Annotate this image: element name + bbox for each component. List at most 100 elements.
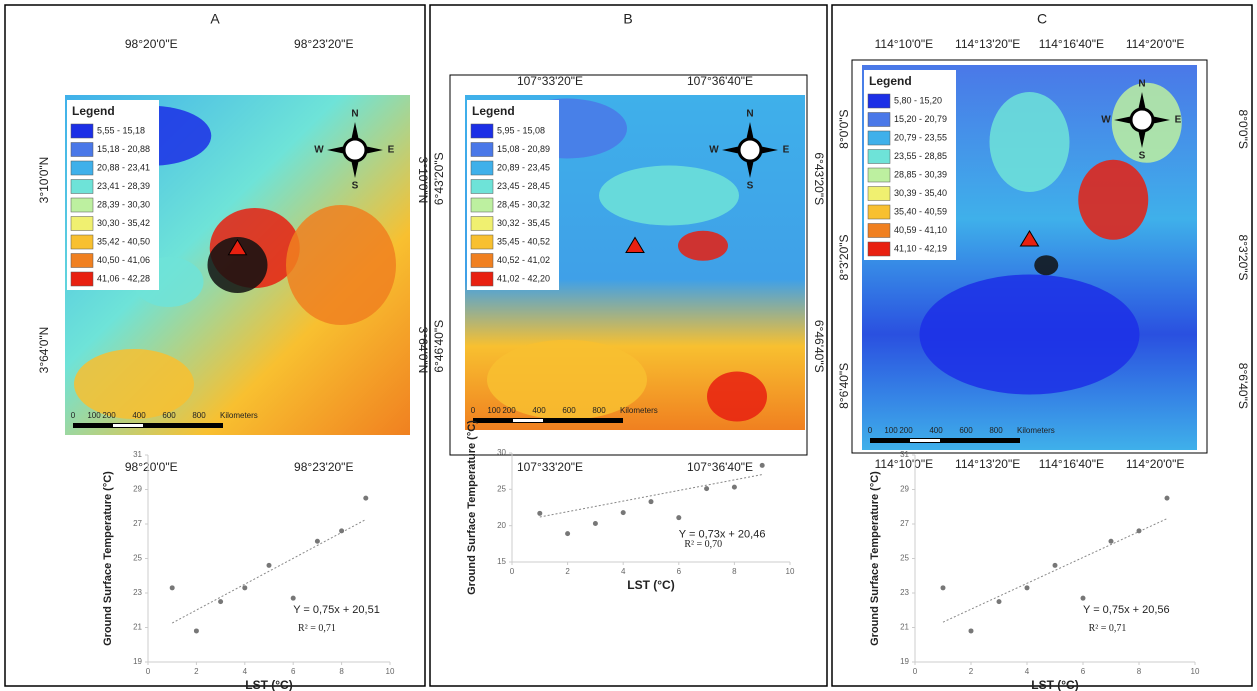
x-tick-label: 2 [565, 567, 570, 576]
point [290, 595, 296, 601]
legend-swatch [867, 130, 891, 146]
panel-letter: C [1037, 11, 1047, 27]
y-tick-label: 29 [900, 485, 909, 494]
map-coordinate: 98°20'0"E [125, 460, 178, 474]
x-axis-label: LST (°C) [1031, 678, 1078, 691]
y-tick-label: 27 [133, 519, 142, 528]
legend-label: 30,32 - 35,45 [497, 218, 550, 228]
legend-swatch [70, 234, 94, 250]
scale-label: 600 [162, 411, 176, 420]
map-frame [449, 74, 808, 456]
x-tick-label: 10 [386, 667, 395, 676]
x-tick-label: 10 [1191, 667, 1200, 676]
trendline [171, 519, 367, 624]
map-coordinate: 8°6'40"S [1236, 363, 1250, 409]
scale-label: 800 [592, 406, 606, 415]
panel-frame [429, 4, 828, 687]
scale-label: 100 [487, 406, 501, 415]
legend-label: 23,55 - 28,85 [894, 151, 947, 161]
scale-label: 100 [87, 411, 101, 420]
compass-letter: E [388, 145, 395, 156]
legend-label: 35,42 - 40,50 [97, 236, 150, 246]
x-tick-label: 6 [677, 567, 682, 576]
map-coordinate: 3°64'0"N [37, 327, 51, 374]
x-tick-label: 4 [243, 667, 248, 676]
legend-swatch [867, 223, 891, 238]
map-region [286, 205, 396, 325]
compass-letter: S [1139, 151, 1146, 162]
point [620, 510, 626, 516]
legend-label: 35,40 - 40,59 [894, 206, 947, 216]
legend-label: 35,45 - 40,52 [497, 236, 550, 246]
x-tick-label: 0 [913, 667, 918, 676]
scale-label: 400 [929, 426, 943, 435]
legend-label: 30,39 - 35,40 [894, 188, 947, 198]
scale-bar [870, 438, 1020, 443]
trendline-equation: Y = 0,75x + 20,56 [1083, 604, 1170, 616]
y-tick-label: 19 [133, 657, 142, 666]
map-coordinate: 114°16'40"E [1039, 37, 1104, 51]
point [996, 599, 1002, 605]
scale-label: 800 [192, 411, 206, 420]
map-region [599, 165, 739, 226]
legend-swatch [70, 160, 94, 176]
legend-swatch [470, 142, 494, 157]
map-coordinate: 3°64'0"N [416, 327, 430, 374]
scale-label: Kilometers [1017, 426, 1055, 435]
point [266, 562, 272, 568]
legend-label: 23,41 - 28,39 [97, 181, 150, 191]
volcano-marker [625, 236, 645, 253]
legend-swatch [470, 216, 494, 231]
scale-label: 200 [899, 426, 913, 435]
x-tick-label: 0 [146, 667, 151, 676]
legend-swatch [470, 123, 494, 139]
legend-label: 28,39 - 30,30 [97, 199, 150, 209]
legend-swatch [867, 112, 891, 127]
map-coordinate: 3°10'0"N [416, 157, 430, 204]
scale-bar [73, 423, 223, 428]
x-tick-label: 2 [194, 667, 199, 676]
legend-swatch [70, 271, 94, 287]
point [704, 486, 710, 492]
compass [737, 137, 763, 163]
legend-swatch [70, 197, 94, 213]
x-axis-label: LST (°C) [627, 578, 674, 592]
y-tick-label: 25 [133, 554, 142, 563]
point [218, 599, 224, 605]
legend-label: 41,02 - 42,20 [497, 273, 550, 283]
scale-label: 400 [132, 411, 146, 420]
compass-letter: E [783, 145, 790, 156]
map-region [989, 92, 1070, 192]
map-coordinate: 107°33'20"E [517, 460, 583, 474]
legend-label: 15,18 - 20,88 [97, 144, 150, 154]
legend-label: 41,10 - 42,19 [894, 243, 947, 253]
legend-label: 30,30 - 35,42 [97, 218, 150, 228]
x-axis-label: LST (°C) [245, 678, 292, 691]
point [1164, 495, 1170, 501]
map-coordinate: 8°0'0"S [1236, 109, 1250, 148]
trendline-equation: Y = 0,75x + 20,51 [293, 604, 380, 616]
trendline [942, 518, 1168, 623]
legend-swatch [867, 93, 891, 109]
x-tick-label: 6 [291, 667, 296, 676]
volcano-marker [1019, 229, 1040, 247]
map-coordinate: 107°33'20"E [517, 74, 583, 88]
point [565, 531, 571, 537]
map-coordinate: 8°3'20"S [837, 234, 851, 280]
legend-swatch [470, 160, 494, 176]
y-tick-label: 15 [497, 557, 506, 566]
point [731, 484, 737, 490]
x-tick-label: 0 [510, 567, 515, 576]
legend-swatch [70, 216, 94, 231]
point [648, 499, 654, 505]
point [1080, 595, 1086, 601]
trendline [539, 474, 763, 518]
map-coordinate: 114°13'20"E [955, 457, 1020, 471]
map-frame [851, 59, 1208, 454]
legend-swatch [867, 204, 891, 220]
map-region [1034, 255, 1059, 276]
legend-swatch [867, 149, 891, 164]
point [314, 538, 320, 544]
compass [1129, 107, 1155, 133]
map-coordinate: 6°43'20"S [432, 152, 446, 205]
